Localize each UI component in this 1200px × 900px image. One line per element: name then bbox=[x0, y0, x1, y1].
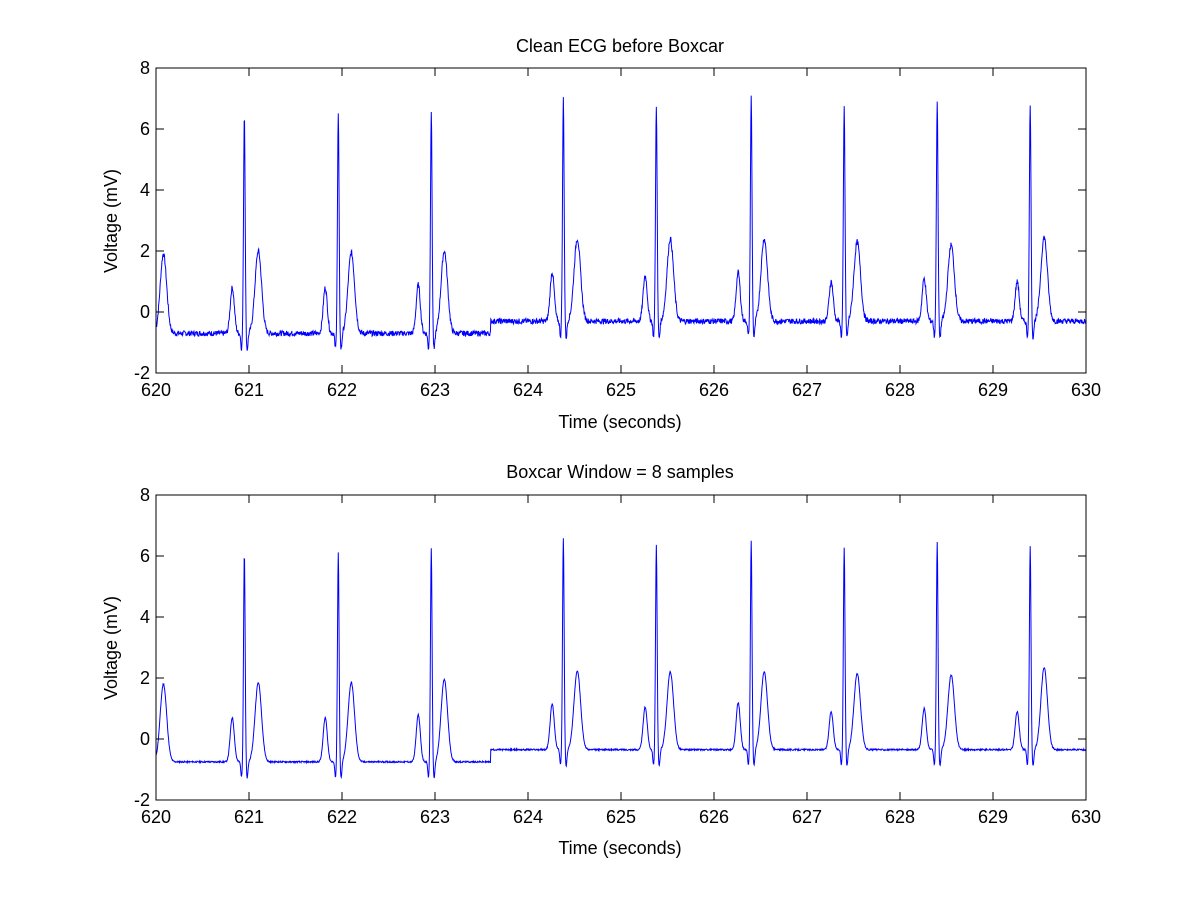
x-tick-label: 622 bbox=[327, 380, 357, 400]
x-tick-label: 630 bbox=[1071, 380, 1101, 400]
x-tick-label: 622 bbox=[327, 807, 357, 827]
top-plot-area bbox=[156, 68, 1086, 373]
x-tick-label: 628 bbox=[885, 380, 915, 400]
x-tick-label: 627 bbox=[792, 380, 822, 400]
x-tick-label: 621 bbox=[234, 380, 264, 400]
y-tick-label: -2 bbox=[134, 790, 150, 810]
bottom-x-axis-label: Time (seconds) bbox=[558, 838, 681, 858]
top-plot-title: Clean ECG before Boxcar bbox=[516, 36, 724, 56]
x-tick-label: 621 bbox=[234, 807, 264, 827]
y-tick-label: 0 bbox=[140, 302, 150, 322]
y-tick-label: 8 bbox=[140, 485, 150, 505]
y-tick-label: 4 bbox=[140, 180, 150, 200]
y-tick-label: 8 bbox=[140, 58, 150, 78]
x-tick-label: 626 bbox=[699, 807, 729, 827]
bottom-plot-area bbox=[156, 495, 1086, 800]
bottom-y-axis-label: Voltage (mV) bbox=[101, 596, 121, 700]
x-tick-label: 620 bbox=[141, 807, 171, 827]
top-x-axis-label: Time (seconds) bbox=[558, 412, 681, 432]
bottom-subplot: Boxcar Window = 8 samples 620 621 622 623 62… bbox=[101, 462, 1101, 858]
y-tick-label: 6 bbox=[140, 119, 150, 139]
x-tick-label: 630 bbox=[1071, 807, 1101, 827]
x-tick-label: 629 bbox=[978, 380, 1008, 400]
y-tick-label: 2 bbox=[140, 241, 150, 261]
x-tick-label: 625 bbox=[606, 807, 636, 827]
x-tick-label: 625 bbox=[606, 380, 636, 400]
x-tick-label: 626 bbox=[699, 380, 729, 400]
y-tick-label: 2 bbox=[140, 668, 150, 688]
y-tick-label: 4 bbox=[140, 607, 150, 627]
x-tick-label: 623 bbox=[420, 380, 450, 400]
y-tick-label: 0 bbox=[140, 729, 150, 749]
x-tick-label: 627 bbox=[792, 807, 822, 827]
y-tick-label: 6 bbox=[140, 546, 150, 566]
top-y-axis-label: Voltage (mV) bbox=[101, 169, 121, 273]
bottom-ecg-series-line bbox=[155, 538, 1087, 780]
x-tick-label: 624 bbox=[513, 807, 543, 827]
x-tick-label: 629 bbox=[978, 807, 1008, 827]
x-tick-label: 620 bbox=[141, 380, 171, 400]
bottom-plot-title: Boxcar Window = 8 samples bbox=[506, 462, 734, 482]
x-tick-label: 624 bbox=[513, 380, 543, 400]
y-tick-label: -2 bbox=[134, 363, 150, 383]
top-subplot: Clean ECG before Boxcar 620 621 622 623 624 6… bbox=[101, 36, 1101, 432]
bottom-axis-ticks: 620 621 622 623 624 625 626 627 628 629 630 -2 0 2 4 6 8 bbox=[134, 485, 1101, 827]
x-tick-label: 623 bbox=[420, 807, 450, 827]
top-ecg-series-line bbox=[155, 95, 1087, 351]
x-tick-label: 628 bbox=[885, 807, 915, 827]
top-axis-ticks: 620 621 622 623 624 625 626 627 628 629 630 -2 0 2 4 6 8 bbox=[134, 58, 1101, 400]
